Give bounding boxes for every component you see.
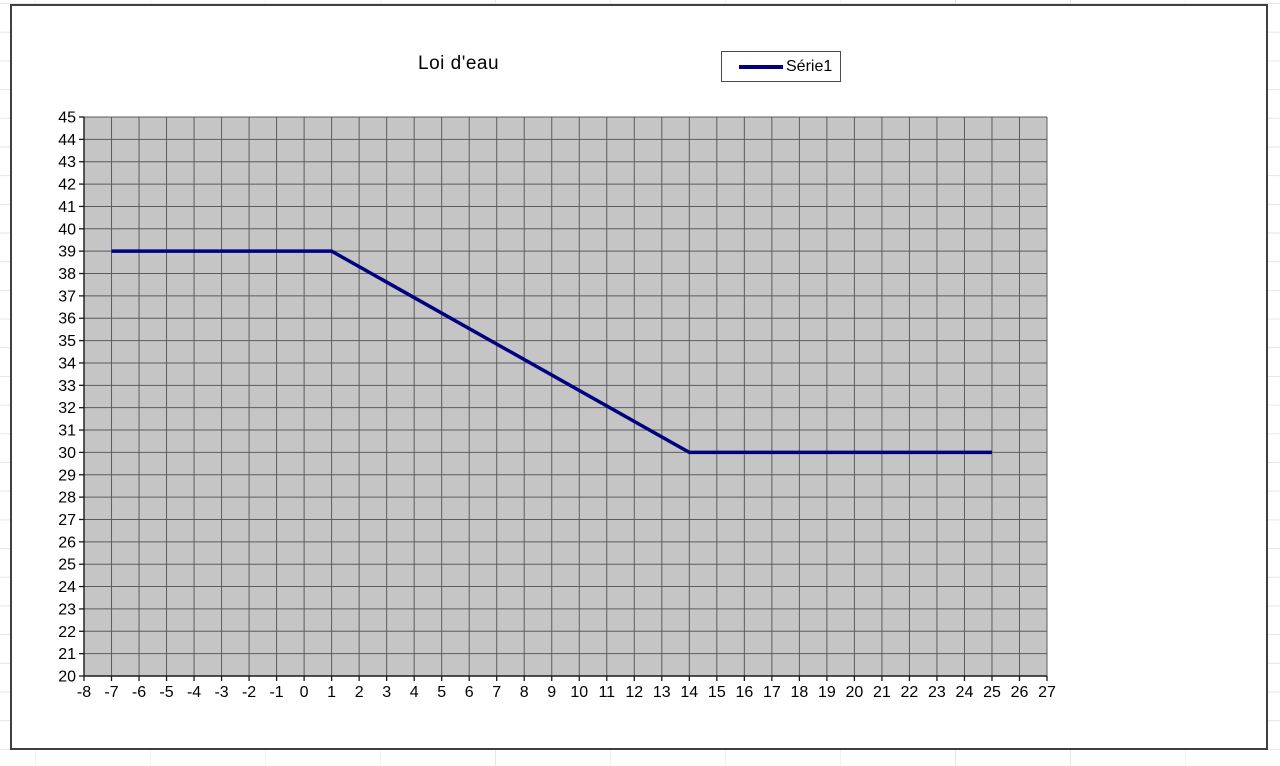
chart-object[interactable]: Loi d'eau Série1 <box>10 4 1268 750</box>
chart-title: Loi d'eau <box>418 53 500 74</box>
legend-series-label: Série1 <box>786 57 833 75</box>
legend[interactable]: Série1 <box>721 51 842 82</box>
legend-series-line-icon <box>739 64 783 69</box>
